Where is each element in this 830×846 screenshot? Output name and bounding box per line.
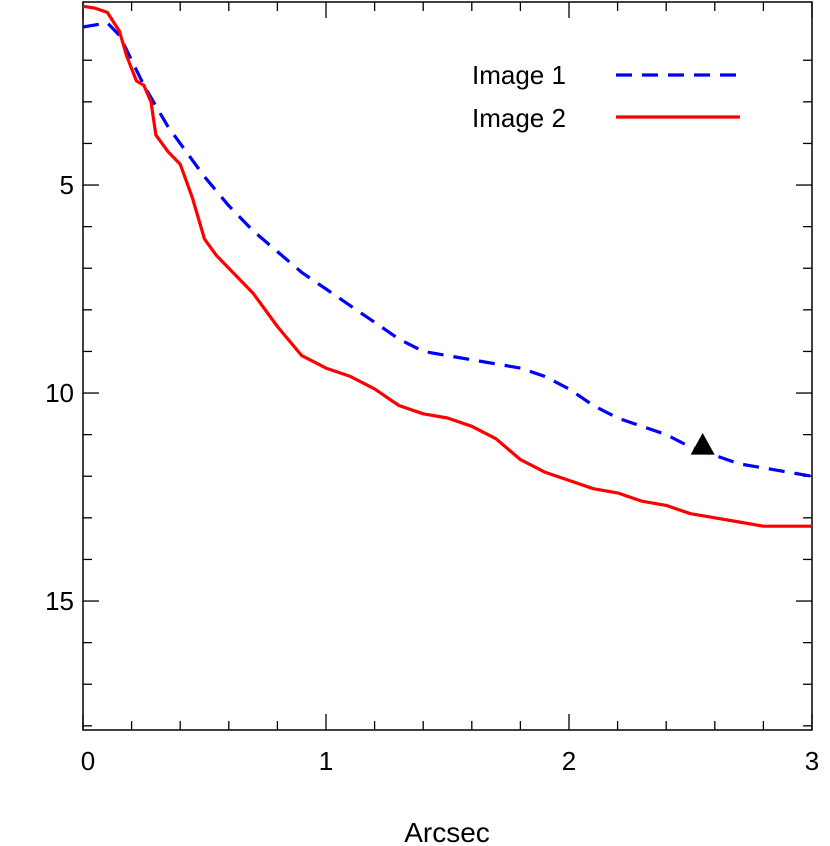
series-line-2 [82,4,812,528]
x-tick-label: 1 [319,746,333,776]
series-layer [82,4,813,528]
x-tick-label: 0 [81,746,95,776]
y-axis-tick-labels: 5 10 15 [45,170,74,616]
x-axis-title: Arcsec [404,817,490,846]
y-tick-label: 15 [45,586,74,616]
x-tick-label: 2 [562,746,576,776]
y-tick-label: 10 [45,378,74,408]
series-line-1 [82,21,813,478]
y-tick-label: 5 [60,170,74,200]
legend: Image 1 Image 2 [472,60,740,133]
legend-label-image-2: Image 2 [472,103,566,133]
axis-ticks [82,2,813,730]
marker-layer [690,433,715,455]
legend-label-image-1: Image 1 [472,60,566,90]
x-tick-label: 3 [805,746,819,776]
plot-frame [82,1,813,731]
x-axis-tick-labels: 0 1 2 3 [81,746,819,776]
triangle-marker [690,433,715,455]
